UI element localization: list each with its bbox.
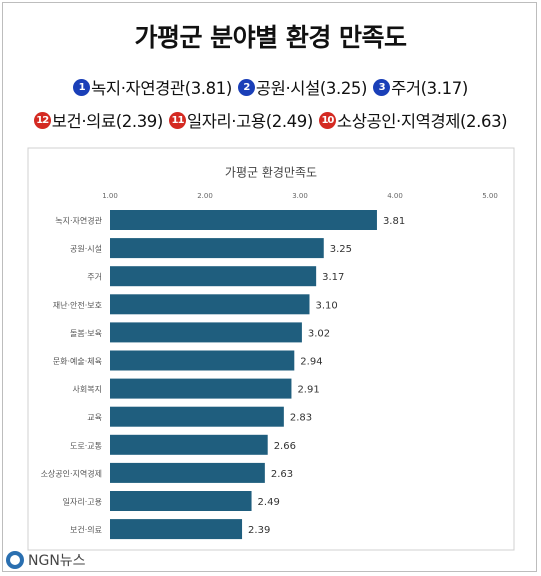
- rank-badge: 12: [33, 111, 51, 129]
- brand: NGN뉴스: [28, 553, 86, 569]
- bar: [110, 294, 310, 315]
- x-tick-label: 1.00: [102, 192, 118, 200]
- value-label: 2.49: [258, 497, 280, 508]
- y-tick-label: 도로·교통: [70, 441, 102, 450]
- bar: [110, 462, 265, 483]
- bar: [110, 266, 317, 287]
- rank-badge: 3: [373, 78, 391, 96]
- highlight: 2 공원·시설(3.25): [237, 75, 368, 99]
- highlight: 10 소상공인·지역경제(2.63): [318, 108, 508, 132]
- rank-badge: 2: [237, 78, 255, 96]
- highlight: 1 녹지·자연경관(3.81): [73, 75, 232, 99]
- x-tick-label: 3.00: [292, 192, 308, 200]
- bar: [110, 491, 252, 511]
- value-label: 3.25: [330, 244, 352, 255]
- value-label: 2.91: [297, 385, 319, 396]
- rank-badge: 10: [318, 111, 336, 129]
- highlight-label: 일자리·고용(2.49): [186, 112, 313, 131]
- value-label: 2.39: [248, 525, 270, 536]
- chart-title: 가평군 환경만족도: [225, 166, 317, 180]
- x-tick-label: 4.00: [387, 192, 403, 200]
- frame: [2, 2, 537, 572]
- highlight: 11 일자리·고용(2.49): [168, 108, 313, 132]
- y-tick-label: 문화·예술·체육: [53, 356, 102, 366]
- highlight-label: 보건·의료(2.39): [51, 112, 164, 131]
- logo: NGN뉴스: [6, 551, 86, 569]
- highlight-label: 녹지·자연경관(3.81): [91, 79, 232, 98]
- y-tick-label: 녹지·자연경관: [55, 216, 102, 226]
- value-label: 3.17: [322, 272, 344, 283]
- chart-frame: [27, 147, 515, 551]
- y-tick-label: 재난·안전·보호: [53, 300, 102, 310]
- bar: [110, 238, 324, 259]
- bar: [110, 378, 292, 399]
- bar: [110, 434, 268, 455]
- value-label: 2.66: [274, 441, 296, 452]
- rank-badge: 1: [73, 78, 91, 96]
- bar: [110, 406, 284, 427]
- y-tick-label: 교육: [87, 413, 102, 422]
- highlight-label: 공원·시설(3.25): [255, 79, 368, 98]
- value-label: 2.94: [300, 357, 322, 368]
- y-tick-label: 돌봄·보육: [70, 329, 102, 338]
- highlight-label: 소상공인·지역경제(2.63): [336, 112, 508, 131]
- value-label: 2.83: [290, 413, 312, 424]
- x-tick-label: 2.00: [197, 192, 213, 200]
- y-tick-label: 일자리·고용: [63, 498, 102, 507]
- highlight-row: 1 녹지·자연경관(3.81) 2 공원·시설(3.25) 3 주거(3.17): [0, 75, 541, 99]
- bar: [110, 322, 302, 343]
- value-label: 3.10: [316, 300, 338, 311]
- value-label: 2.63: [271, 469, 293, 480]
- y-tick-label: 보건·의료: [70, 525, 102, 535]
- x-tick-label: 5.00: [482, 192, 498, 200]
- y-tick-label: 사회복지: [73, 385, 102, 394]
- highlight-label: 주거(3.17): [391, 79, 468, 98]
- highlight: 12 보건·의료(2.39): [33, 108, 164, 132]
- highlight: 3 주거(3.17): [373, 75, 468, 99]
- value-label: 3.81: [383, 216, 405, 227]
- bar: [110, 350, 295, 371]
- y-tick-label: 주거: [87, 273, 102, 282]
- y-tick-label: 공원·시설: [70, 244, 102, 254]
- bar: [110, 519, 243, 540]
- rank-badge: 11: [168, 111, 186, 129]
- page-title: 가평군 분야별 환경 만족도: [134, 23, 407, 52]
- y-tick-label: 소상공인·지역경제: [41, 468, 102, 478]
- bar: [110, 210, 377, 230]
- value-label: 3.02: [308, 328, 330, 339]
- highlight-row: 12 보건·의료(2.39) 11 일자리·고용(2.49) 10 소상공인·지역경제(2…: [0, 108, 541, 132]
